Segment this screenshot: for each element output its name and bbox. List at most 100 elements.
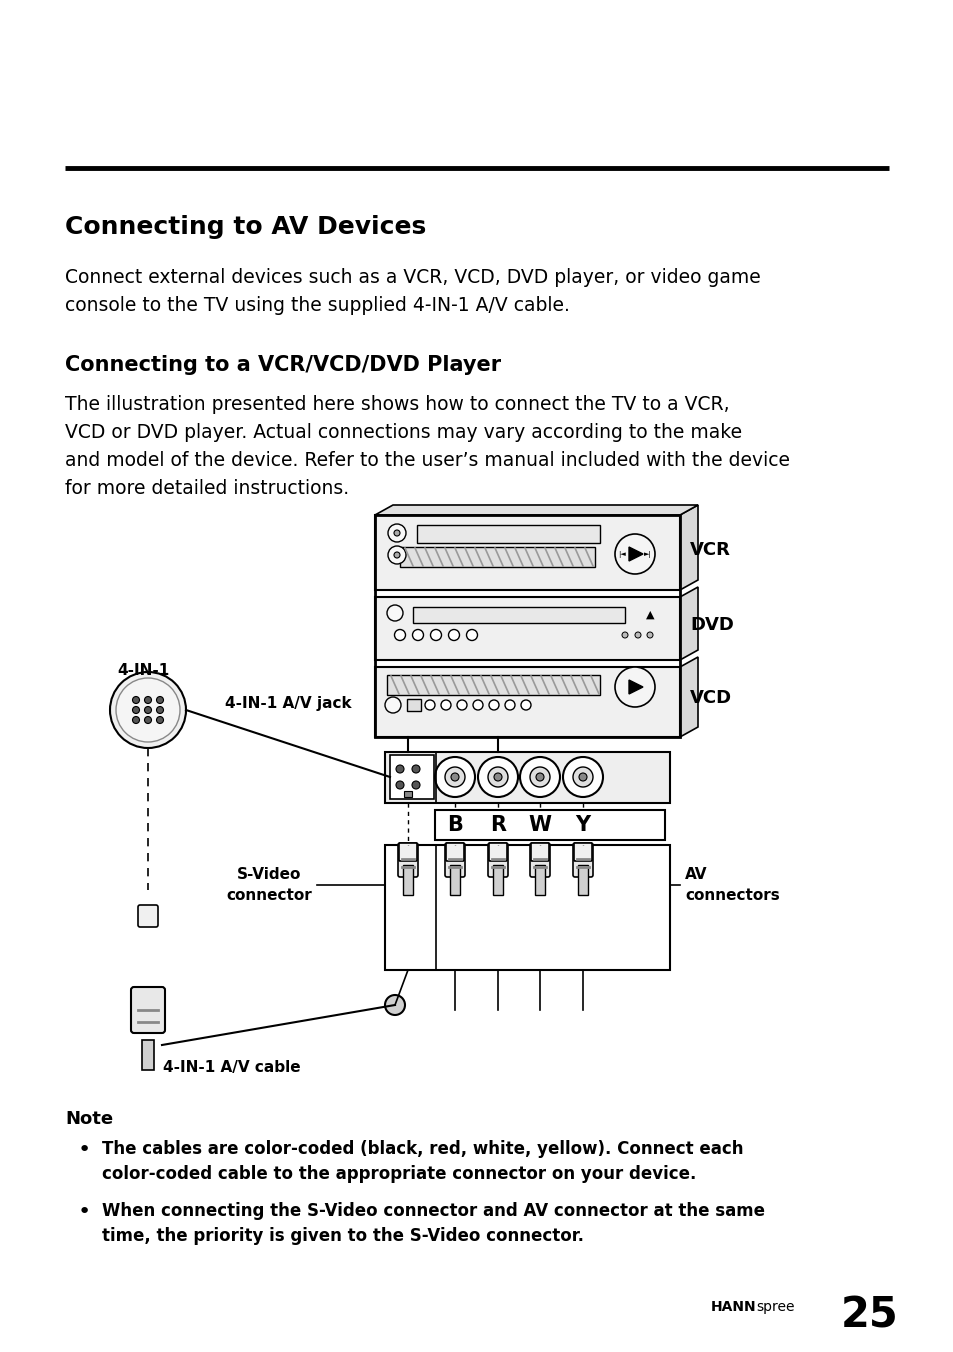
Polygon shape <box>679 587 698 660</box>
Text: VCR: VCR <box>689 541 730 558</box>
FancyBboxPatch shape <box>131 987 165 1033</box>
Circle shape <box>110 672 186 748</box>
Bar <box>493 865 502 895</box>
Circle shape <box>388 546 406 564</box>
FancyBboxPatch shape <box>488 844 507 877</box>
Text: Note: Note <box>65 1110 113 1128</box>
FancyBboxPatch shape <box>444 844 464 877</box>
Text: •: • <box>78 1140 91 1160</box>
Circle shape <box>562 757 602 796</box>
Circle shape <box>424 700 435 710</box>
Text: DVD: DVD <box>689 617 733 634</box>
Text: B: B <box>447 815 462 836</box>
Text: AV
connectors: AV connectors <box>684 867 779 903</box>
Circle shape <box>395 630 405 641</box>
Bar <box>375 598 679 660</box>
Circle shape <box>156 696 163 703</box>
Circle shape <box>615 534 655 575</box>
Circle shape <box>520 700 531 710</box>
Circle shape <box>635 631 640 638</box>
Text: When connecting the S-Video connector and AV connector at the same
time, the pri: When connecting the S-Video connector an… <box>102 1202 764 1245</box>
FancyBboxPatch shape <box>573 844 593 877</box>
FancyBboxPatch shape <box>531 844 548 861</box>
Text: ►|: ►| <box>643 550 651 557</box>
Text: The illustration presented here shows how to connect the TV to a VCR,
VCD or DVD: The illustration presented here shows ho… <box>65 395 789 498</box>
Text: HANN: HANN <box>710 1301 755 1314</box>
Text: R: R <box>490 815 505 836</box>
Circle shape <box>144 696 152 703</box>
Bar <box>399 548 595 566</box>
Circle shape <box>494 773 501 781</box>
Circle shape <box>530 767 550 787</box>
Bar <box>390 754 434 799</box>
Text: 25: 25 <box>841 1294 898 1336</box>
Text: The cables are color-coded (black, red, white, yellow). Connect each
color-coded: The cables are color-coded (black, red, … <box>102 1140 742 1183</box>
Circle shape <box>388 525 406 542</box>
Text: Connect external devices such as a VCR, VCD, DVD player, or video game
console t: Connect external devices such as a VCR, … <box>65 268 760 315</box>
Text: 4-IN-1 A/V cable: 4-IN-1 A/V cable <box>163 1060 300 1075</box>
Circle shape <box>395 781 403 790</box>
Circle shape <box>646 631 652 638</box>
Bar <box>450 865 459 895</box>
Text: Connecting to a VCR/VCD/DVD Player: Connecting to a VCR/VCD/DVD Player <box>65 356 500 375</box>
Bar <box>387 675 599 695</box>
Polygon shape <box>679 506 698 589</box>
Circle shape <box>156 707 163 714</box>
Bar <box>385 752 669 803</box>
Circle shape <box>412 765 419 773</box>
Text: |◄: |◄ <box>618 550 625 557</box>
Circle shape <box>477 757 517 796</box>
Circle shape <box>473 700 482 710</box>
Text: W: W <box>528 815 551 836</box>
Circle shape <box>132 717 139 723</box>
Bar <box>535 865 544 895</box>
Circle shape <box>394 552 399 558</box>
Circle shape <box>385 995 405 1015</box>
Circle shape <box>621 631 627 638</box>
Circle shape <box>395 765 403 773</box>
FancyBboxPatch shape <box>489 844 506 861</box>
Bar <box>413 607 624 623</box>
Polygon shape <box>679 657 698 737</box>
Circle shape <box>430 630 441 641</box>
Circle shape <box>412 781 419 790</box>
Text: 4-IN-1: 4-IN-1 <box>117 662 169 677</box>
Circle shape <box>488 767 507 787</box>
Text: Y: Y <box>575 815 590 836</box>
Circle shape <box>156 717 163 723</box>
Bar <box>578 865 587 895</box>
Bar <box>142 1040 153 1069</box>
Text: Connecting to AV Devices: Connecting to AV Devices <box>65 215 426 239</box>
Circle shape <box>456 700 467 710</box>
Circle shape <box>489 700 498 710</box>
Bar <box>402 865 413 895</box>
FancyBboxPatch shape <box>446 844 463 861</box>
Bar <box>375 515 679 737</box>
Circle shape <box>451 773 458 781</box>
FancyBboxPatch shape <box>530 844 550 877</box>
Bar <box>375 667 679 737</box>
FancyBboxPatch shape <box>397 844 417 877</box>
Polygon shape <box>375 506 698 515</box>
Circle shape <box>536 773 543 781</box>
Circle shape <box>573 767 593 787</box>
Circle shape <box>504 700 515 710</box>
Bar <box>375 515 679 589</box>
Bar <box>407 699 420 711</box>
Polygon shape <box>628 680 642 694</box>
Bar <box>403 791 412 796</box>
Text: S-Video
connector: S-Video connector <box>226 867 312 903</box>
Text: spree: spree <box>755 1301 794 1314</box>
FancyBboxPatch shape <box>138 904 158 927</box>
Bar <box>385 845 669 969</box>
FancyBboxPatch shape <box>574 844 592 861</box>
Bar <box>435 810 664 840</box>
Text: VCD: VCD <box>689 690 731 707</box>
Circle shape <box>466 630 477 641</box>
Polygon shape <box>628 548 642 561</box>
Circle shape <box>519 757 559 796</box>
Circle shape <box>448 630 459 641</box>
Circle shape <box>144 707 152 714</box>
Circle shape <box>132 707 139 714</box>
Circle shape <box>116 677 180 742</box>
